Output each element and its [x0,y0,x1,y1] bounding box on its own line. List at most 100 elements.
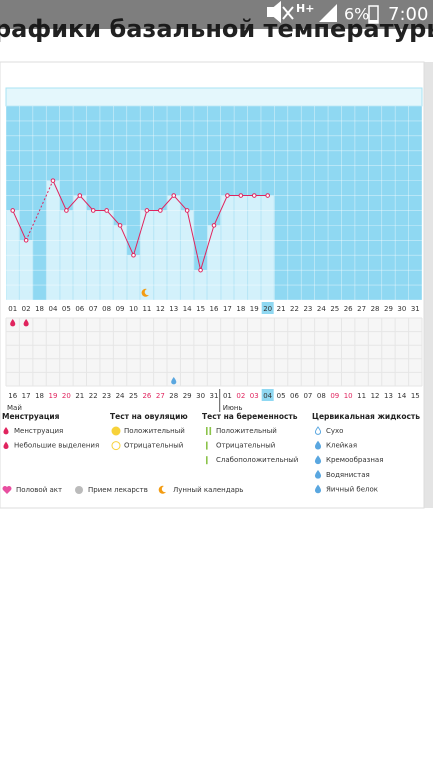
x-label: 18 [236,305,245,313]
date-label: 04 [263,392,272,400]
chart-header-strip [5,87,423,107]
point [158,208,163,213]
x-label: 04 [49,305,58,313]
today-box [261,302,274,314]
point [225,193,230,198]
date-label: 20 [62,392,71,400]
point [50,178,56,183]
point [144,208,150,213]
x-label: 02 [22,305,31,313]
date-label: 24 [116,392,125,400]
x-label: 07 [89,305,98,313]
x-label: 15 [196,305,205,313]
date-label: 31 [210,392,219,400]
date-label: 12 [371,392,380,400]
legend-icon [3,441,9,449]
fluid-icon [171,377,177,385]
date-label: 16 [8,392,17,400]
date-label: 27 [156,392,165,400]
legend-icon [206,441,208,450]
date-label: 01 [223,392,232,400]
month-label: Июнь [223,404,243,412]
point [184,208,190,213]
clock: 7:00 [388,4,428,25]
period-icon [10,319,16,327]
point [198,267,203,273]
today-box-bottom [261,389,274,401]
legend-item: Лунный календарь [173,486,243,494]
notes-grid [6,318,422,386]
point [77,193,83,198]
bar [221,195,234,300]
moon-icon [158,485,166,494]
bar [127,255,140,300]
x-label: 28 [371,305,380,313]
date-label: 22 [89,392,98,400]
network: H+ [296,2,314,15]
x-label: 14 [183,305,192,313]
x-label: 06 [75,305,84,313]
legend-icon [3,427,9,435]
date-label: 19 [49,392,58,400]
point [131,252,136,258]
legend-icon [314,440,322,450]
date-label: 23 [102,392,111,400]
date-label: 06 [290,392,299,400]
x-label: 25 [330,305,339,313]
mute-icon [267,0,294,24]
date-label: 15 [411,392,420,400]
date-label: 11 [357,392,366,400]
point [10,208,16,213]
battery-fill [369,20,378,23]
month-label: Май [7,404,22,412]
x-label: 30 [397,305,406,313]
x-label: 22 [290,305,299,313]
legend-icon [2,486,12,494]
date-label: 21 [75,392,84,400]
legend-icon [209,427,212,435]
legend-icon [314,484,322,494]
legend-icon [206,456,208,465]
bar [248,195,261,300]
gap-bridge [25,180,54,241]
legend-item: Отрицательный [124,442,183,450]
date-label: 30 [196,392,205,400]
legend-icon [314,469,322,479]
date-label: 26 [142,392,151,400]
legend-item: Кремообразная [326,456,383,464]
x-label: 23 [303,305,312,313]
bar [207,225,221,300]
legend-heading: Цервикальная жидкость [312,412,420,421]
x-label: 05 [62,305,71,313]
date-label: 25 [129,392,138,400]
legend-item: Половой акт [16,486,62,494]
legend-item: Водянистая [326,471,370,479]
legend-item: Клейкая [326,442,357,450]
bar [234,195,248,300]
x-label: 12 [156,305,165,313]
bar [167,195,180,300]
point [171,193,177,198]
date-label: 13 [384,392,393,400]
legend-heading: Тест на овуляцию [110,412,188,421]
x-label: 20 [263,305,272,313]
x-label: 27 [357,305,366,313]
legend-item: Прием лекарств [88,486,148,494]
date-label: 08 [317,392,326,400]
x-label: 13 [169,305,178,313]
point [238,193,244,198]
moon-icon [141,288,149,297]
point [265,193,270,198]
date-label: 28 [169,392,178,400]
point [117,223,123,228]
legend-icon [75,486,83,494]
point [211,223,217,228]
point [90,208,96,213]
legend-item: Положительный [124,427,185,435]
signal-icon [319,4,337,22]
x-label: 10 [129,305,138,313]
legend-item: Менструация [14,427,63,435]
legend-item: Положительный [216,427,277,435]
point [23,238,29,243]
